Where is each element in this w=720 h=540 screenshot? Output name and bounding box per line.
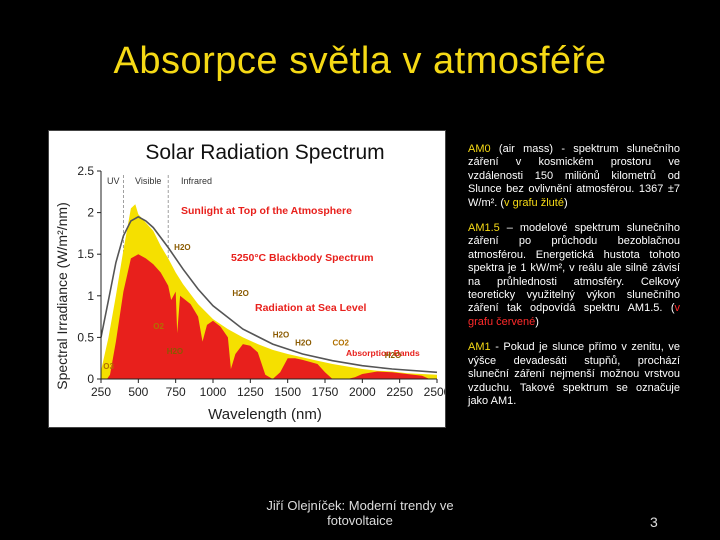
chart-svg: 0 0.5 1 1.5 2 2.5 250 500 750 1000 1250 1500 1750 200… xyxy=(54,141,445,423)
y-tick-label-0: 0 xyxy=(87,372,94,386)
x-axis-label: Wavelength (nm) xyxy=(208,406,322,423)
band-label-4: H2O xyxy=(232,289,248,298)
am0-highlight: v grafu žluté xyxy=(504,196,564,209)
description-panel: AM0 (air mass) - spektrum slunečního zář… xyxy=(468,143,680,420)
y-tick-label-1: 0.5 xyxy=(77,330,94,344)
am1-term: AM1 xyxy=(468,341,491,354)
am0-paragraph: AM0 (air mass) - spektrum slunečního zář… xyxy=(468,143,680,210)
series-sea-level-area xyxy=(101,254,437,379)
am15-paragraph: AM1.5 – modelové spektrum slunečního zář… xyxy=(468,222,680,329)
x-tick-label-8: 2250 xyxy=(386,385,413,399)
page-number: 3 xyxy=(650,514,658,530)
band-label-2: H2O xyxy=(167,347,183,356)
x-tick-label-1: 500 xyxy=(128,385,148,399)
annotation-sea-level: Radiation at Sea Level xyxy=(255,302,367,314)
uv-region-label: UV xyxy=(107,176,120,186)
y-tick-label-5: 2.5 xyxy=(77,164,94,178)
x-tick-label-5: 1500 xyxy=(274,385,301,399)
x-tick-label-6: 1750 xyxy=(312,385,339,399)
am1-paragraph: AM1 - Pokud je slunce přímo v zenitu, ve… xyxy=(468,341,680,408)
am15-end: ) xyxy=(535,315,539,328)
y-tick-label-4: 2 xyxy=(87,206,94,220)
am0-end: ) xyxy=(563,196,568,209)
x-tick-label-9: 2500 xyxy=(424,385,445,399)
x-tick-label-3: 1000 xyxy=(200,385,227,399)
x-tick-label-0: 250 xyxy=(91,385,111,399)
am15-highlight: v grafu červené xyxy=(468,302,680,328)
infrared-region-label: Infrared xyxy=(181,176,212,186)
slide-title: Absorpce světla v atmosféře xyxy=(113,40,607,82)
chart-title: Solar Radiation Spectrum xyxy=(145,141,384,164)
series-blackbody-line xyxy=(100,215,438,374)
y-axis-label: Spectral Irradiance (W/m²/nm) xyxy=(54,202,70,389)
band-label-8: H2O xyxy=(385,351,401,360)
x-tick-label-4: 1250 xyxy=(237,385,264,399)
am15-term: AM1.5 xyxy=(468,222,500,235)
am15-text: – modelové spektrum slunečního záření po… xyxy=(468,222,680,315)
band-label-3: H2O xyxy=(174,243,190,252)
plot-area: 0 0.5 1 1.5 2 2.5 250 500 750 1000 1250 1500 1750 200… xyxy=(77,164,445,399)
x-tick-label-2: 750 xyxy=(166,385,186,399)
band-label-6: H2O xyxy=(295,339,311,348)
band-label-7: CO2 xyxy=(332,339,349,348)
annotation-top-atmosphere: Sunlight at Top of the Atmosphere xyxy=(181,205,352,217)
annotation-blackbody: 5250°C Blackbody Spectrum xyxy=(231,252,374,264)
visible-region-label: Visible xyxy=(135,176,161,186)
absorption-band-labels: O3 O2 H2O H2O H2O H2O H2O CO2 H2O xyxy=(103,243,401,371)
y-tick-label-3: 1.5 xyxy=(77,247,94,261)
solar-spectrum-chart: 0 0.5 1 1.5 2 2.5 250 500 750 1000 1250 1500 1750 200… xyxy=(48,130,446,428)
am0-text: (air mass) - spektrum slunečního záření … xyxy=(468,143,680,209)
y-tick-label-2: 1 xyxy=(87,289,94,303)
x-tick-label-7: 2000 xyxy=(349,385,376,399)
band-label-1: O2 xyxy=(153,322,164,331)
annotation-absorption-bands: Absorption Bands xyxy=(346,348,420,358)
am1-text: - Pokud je slunce přímo v zenitu, ve výš… xyxy=(468,341,680,407)
am0-term: AM0 xyxy=(468,143,491,155)
slide-footer: Jiří Olejníček: Moderní trendy ve fotovo… xyxy=(266,498,454,528)
band-label-0: O3 xyxy=(103,362,114,371)
band-label-5: H2O xyxy=(273,330,289,339)
